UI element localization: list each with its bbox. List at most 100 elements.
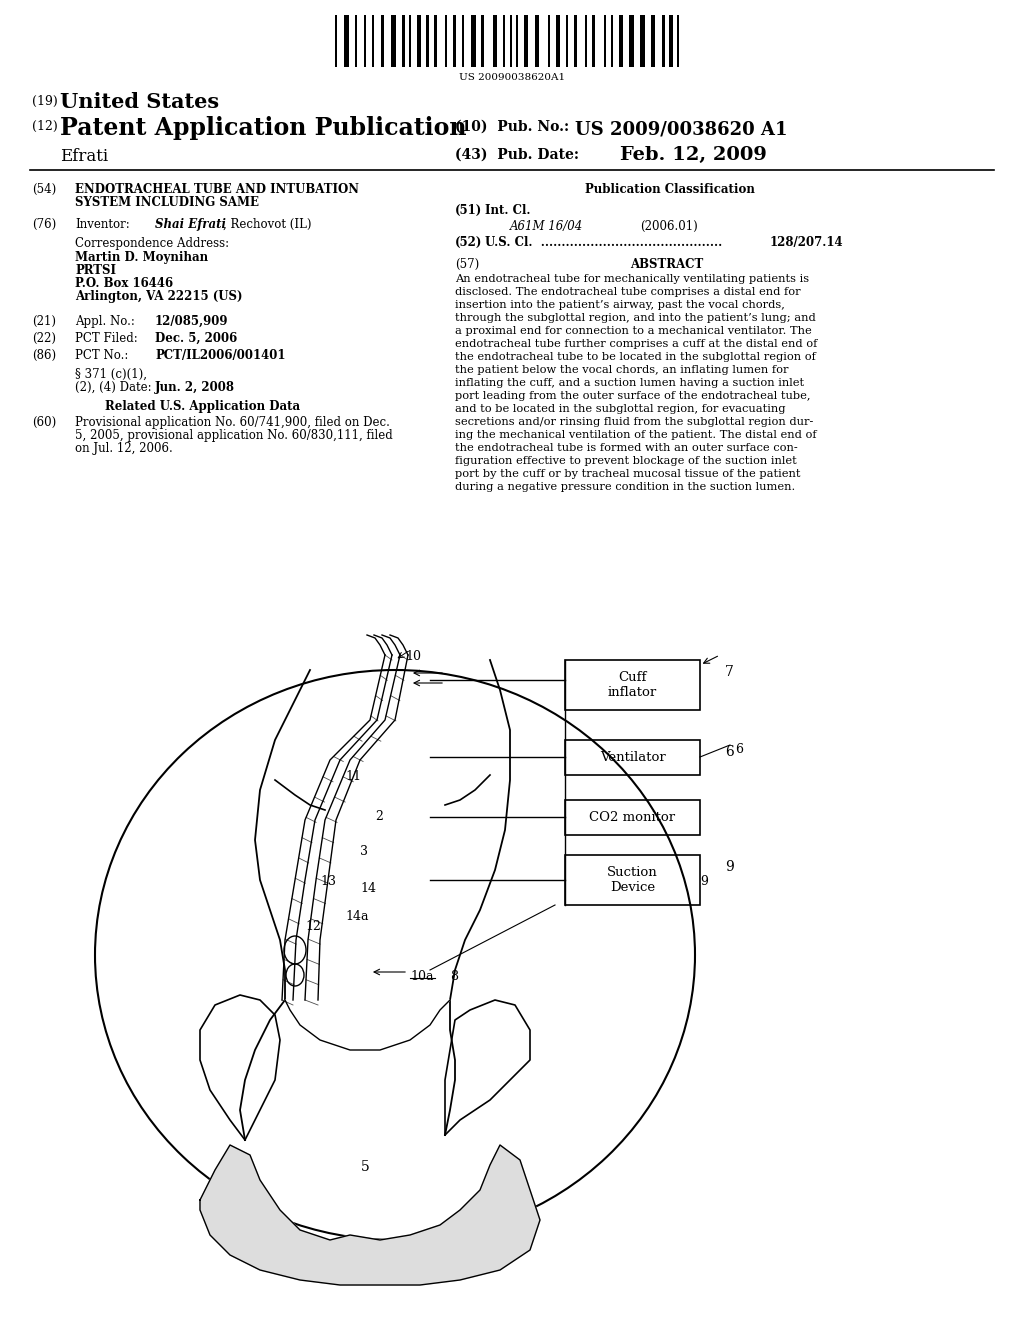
- Text: 3: 3: [360, 845, 368, 858]
- Text: and to be located in the subglottal region, for evacuating: and to be located in the subglottal regi…: [455, 404, 785, 414]
- Text: 6: 6: [735, 743, 743, 756]
- Text: (57): (57): [455, 257, 479, 271]
- Bar: [524, 15, 528, 67]
- Bar: [585, 15, 587, 67]
- Text: (22): (22): [32, 333, 56, 345]
- Text: (43)  Pub. Date:: (43) Pub. Date:: [455, 148, 579, 162]
- Text: Provisional application No. 60/741,900, filed on Dec.: Provisional application No. 60/741,900, …: [75, 416, 390, 429]
- Bar: [391, 15, 396, 67]
- Text: PCT/IL2006/001401: PCT/IL2006/001401: [155, 348, 286, 362]
- Text: 13: 13: [319, 875, 336, 888]
- Text: through the subglottal region, and into the patient’s lung; and: through the subglottal region, and into …: [455, 313, 816, 323]
- Bar: [535, 15, 539, 67]
- Text: (54): (54): [32, 183, 56, 195]
- Text: (2), (4) Date:: (2), (4) Date:: [75, 381, 152, 393]
- Bar: [462, 15, 464, 67]
- Text: Efrati: Efrati: [60, 148, 109, 165]
- Text: Suction
Device: Suction Device: [607, 866, 657, 894]
- Bar: [669, 15, 673, 67]
- Text: (52): (52): [455, 236, 482, 249]
- Text: (2006.01): (2006.01): [640, 220, 697, 234]
- Text: (76): (76): [32, 218, 56, 231]
- Bar: [355, 15, 357, 67]
- Text: PCT No.:: PCT No.:: [75, 348, 128, 362]
- Bar: [565, 855, 700, 906]
- Text: ing the mechanical ventilation of the patient. The distal end of: ing the mechanical ventilation of the pa…: [455, 430, 816, 440]
- Bar: [471, 15, 476, 67]
- Text: CO2 monitor: CO2 monitor: [590, 810, 676, 824]
- Bar: [335, 15, 337, 67]
- Text: Related U.S. Application Data: Related U.S. Application Data: [105, 400, 300, 413]
- Text: Cuff
inflator: Cuff inflator: [608, 671, 657, 700]
- Bar: [618, 15, 623, 67]
- Bar: [611, 15, 613, 67]
- Text: Publication Classification: Publication Classification: [585, 183, 755, 195]
- Text: 7: 7: [725, 665, 734, 678]
- Text: endotracheal tube further comprises a cuff at the distal end of: endotracheal tube further comprises a cu…: [455, 339, 817, 348]
- Bar: [592, 15, 595, 67]
- Text: port leading from the outer surface of the endotracheal tube,: port leading from the outer surface of t…: [455, 391, 811, 401]
- Text: PCT Filed:: PCT Filed:: [75, 333, 138, 345]
- Text: Correspondence Address:: Correspondence Address:: [75, 238, 229, 249]
- Text: 8: 8: [450, 970, 458, 983]
- Text: Martin D. Moynihan: Martin D. Moynihan: [75, 251, 208, 264]
- Bar: [445, 15, 447, 67]
- Bar: [481, 15, 484, 67]
- Bar: [453, 15, 456, 67]
- Bar: [434, 15, 437, 67]
- Text: 12/085,909: 12/085,909: [155, 315, 228, 327]
- Text: US 2009/0038620 A1: US 2009/0038620 A1: [575, 120, 787, 139]
- Bar: [604, 15, 606, 67]
- Bar: [566, 15, 568, 67]
- Text: inflating the cuff, and a suction lumen having a suction inlet: inflating the cuff, and a suction lumen …: [455, 378, 804, 388]
- Text: Arlington, VA 22215 (US): Arlington, VA 22215 (US): [75, 290, 243, 304]
- Bar: [510, 15, 512, 67]
- Text: Ventilator: Ventilator: [600, 751, 666, 764]
- Bar: [677, 15, 679, 67]
- Text: US 20090038620A1: US 20090038620A1: [459, 73, 565, 82]
- Text: 10a: 10a: [410, 970, 433, 983]
- Bar: [409, 15, 411, 67]
- Text: (19): (19): [32, 95, 57, 108]
- Text: Patent Application Publication: Patent Application Publication: [60, 116, 467, 140]
- Text: 10: 10: [406, 649, 421, 663]
- Text: (51): (51): [455, 205, 482, 216]
- Text: disclosed. The endotracheal tube comprises a distal end for: disclosed. The endotracheal tube compris…: [455, 286, 801, 297]
- Bar: [402, 15, 406, 67]
- Text: PRTSI: PRTSI: [75, 264, 116, 277]
- Text: during a negative pressure condition in the suction lumen.: during a negative pressure condition in …: [455, 482, 796, 492]
- Bar: [548, 15, 550, 67]
- Text: Inventor:: Inventor:: [75, 218, 130, 231]
- Text: § 371 (c)(1),: § 371 (c)(1),: [75, 368, 147, 381]
- Text: Int. Cl.: Int. Cl.: [485, 205, 530, 216]
- Text: ENDOTRACHEAL TUBE AND INTUBATION: ENDOTRACHEAL TUBE AND INTUBATION: [75, 183, 359, 195]
- Text: A61M 16/04: A61M 16/04: [510, 220, 584, 234]
- Text: SYSTEM INCLUDING SAME: SYSTEM INCLUDING SAME: [75, 195, 259, 209]
- Bar: [364, 15, 366, 67]
- Polygon shape: [285, 1001, 450, 1049]
- Text: P.O. Box 16446: P.O. Box 16446: [75, 277, 173, 290]
- Text: 128/207.14: 128/207.14: [770, 236, 844, 249]
- Text: the endotracheal tube is formed with an outer surface con-: the endotracheal tube is formed with an …: [455, 444, 798, 453]
- Bar: [503, 15, 505, 67]
- Bar: [574, 15, 577, 67]
- Text: 9: 9: [700, 875, 708, 888]
- Text: 5, 2005, provisional application No. 60/830,111, filed: 5, 2005, provisional application No. 60/…: [75, 429, 393, 442]
- Text: An endotracheal tube for mechanically ventilating patients is: An endotracheal tube for mechanically ve…: [455, 275, 809, 284]
- Bar: [640, 15, 645, 67]
- Text: (21): (21): [32, 315, 56, 327]
- Text: 14: 14: [360, 882, 376, 895]
- Text: Jun. 2, 2008: Jun. 2, 2008: [155, 381, 234, 393]
- Text: Dec. 5, 2006: Dec. 5, 2006: [155, 333, 238, 345]
- Text: 2: 2: [375, 810, 383, 822]
- Text: 14a: 14a: [345, 909, 369, 923]
- Bar: [381, 15, 384, 67]
- Bar: [556, 15, 560, 67]
- Text: United States: United States: [60, 92, 219, 112]
- Text: (12): (12): [32, 120, 57, 133]
- Bar: [662, 15, 665, 67]
- Text: U.S. Cl.  ............................................: U.S. Cl. ...............................…: [485, 236, 722, 249]
- Text: Appl. No.:: Appl. No.:: [75, 315, 135, 327]
- Bar: [372, 15, 374, 67]
- Bar: [565, 800, 700, 836]
